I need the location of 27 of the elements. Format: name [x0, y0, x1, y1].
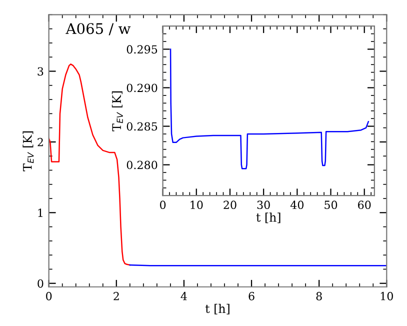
annotation: A065 / w — [66, 23, 131, 36]
x-axis-title: t [h] — [205, 304, 230, 314]
y-tick-label: 1 — [38, 208, 42, 217]
y-tick-label: 0 — [38, 279, 44, 288]
x-tick-label: 6 — [248, 292, 254, 300]
x-tick-label: 2 — [114, 292, 119, 300]
x-tick-label: 20 — [224, 200, 236, 210]
x-tick-label: 0 — [46, 292, 52, 300]
y-axis-title: T$_{EV}$ [K] — [22, 131, 34, 172]
y-axis-title: T$_{EV}$ [K] — [112, 91, 123, 132]
y-tick-label: 0.290 — [126, 84, 158, 92]
y-tick-label: 2 — [38, 138, 43, 146]
x-tick-label: 8 — [316, 292, 322, 300]
line-series — [170, 48, 370, 170]
x-tick-label: 50 — [324, 200, 338, 210]
y-tick-label: 0.285 — [126, 122, 158, 131]
x-tick-label: 10 — [380, 292, 393, 300]
x-tick-label: 40 — [290, 200, 304, 210]
x-tick-label: 30 — [257, 200, 270, 210]
x-axis-title: t [h] — [256, 212, 280, 224]
x-tick-label: 0 — [160, 200, 166, 210]
y-tick-label: 0.280 — [126, 160, 158, 170]
x-tick-label: 4 — [180, 292, 187, 300]
y-tick-label: 3 — [38, 67, 44, 76]
x-tick-label: 10 — [190, 200, 203, 210]
y-tick-label: 0.295 — [126, 45, 158, 54]
x-tick-label: 60 — [358, 200, 371, 210]
